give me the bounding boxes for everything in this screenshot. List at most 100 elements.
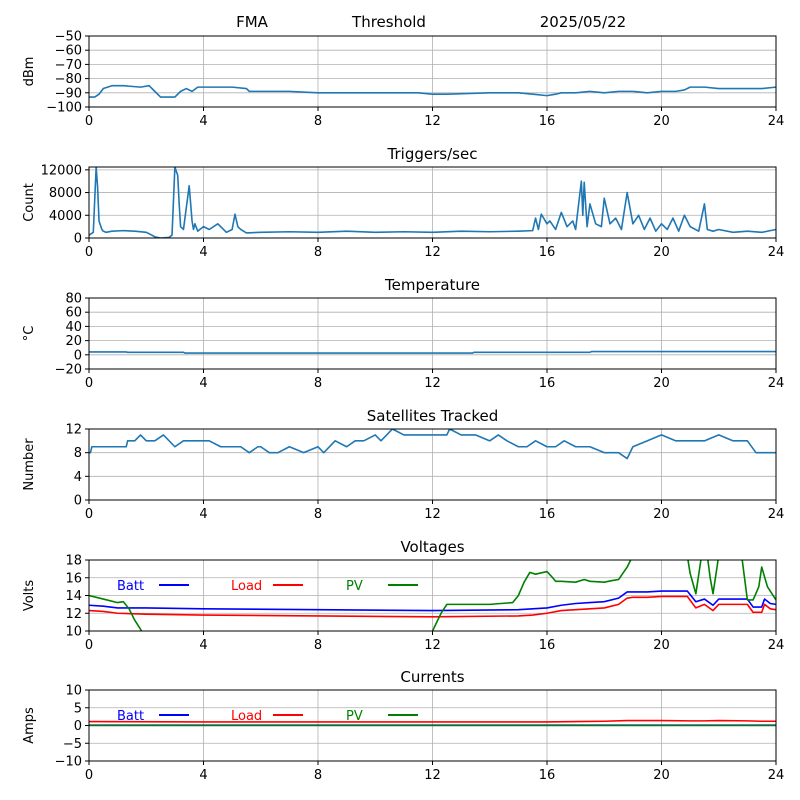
panel-5: 0 4 8 12 16 20 24 10 12 14 16 18 Volts Voltages Batt Lo… — [22, 538, 784, 653]
x-tick-label: 8 — [314, 245, 322, 260]
panel-1: 0 4 8 12 16 20 24 −100−90−80−70−60−50 dBm — [22, 30, 784, 130]
x-tick-label: 24 — [768, 768, 785, 783]
x-tick-label: 8 — [314, 507, 322, 522]
x-tick-label: 8 — [314, 376, 322, 391]
panel-2: 0 4 8 12 16 20 24 0 4000 8000 12000 Count Triggers/s… — [22, 145, 784, 260]
y-tick-label: 4 — [74, 470, 82, 485]
y-tick-label: 40 — [65, 320, 82, 335]
legend-label-pv: PV — [346, 709, 363, 724]
series-line — [89, 350, 776, 354]
y-tick-label: 5 — [74, 701, 82, 716]
legend-label-pv: PV — [346, 579, 363, 594]
y-tick-label: 12 — [65, 607, 82, 622]
grid — [88, 167, 777, 239]
y-tick-label: 18 — [65, 554, 82, 569]
x-tick-label: 16 — [539, 507, 556, 522]
y-axis-label: °C — [22, 326, 37, 342]
header-station: FMA — [236, 13, 269, 31]
x-tick-label: 20 — [653, 507, 670, 522]
y-tick-label: −70 — [55, 58, 82, 73]
x-tick-label: 16 — [539, 114, 556, 129]
y-tick-label: 14 — [65, 589, 82, 604]
x-tick-label: 24 — [768, 638, 785, 653]
x-tick-label: 12 — [424, 507, 441, 522]
y-tick-label: 80 — [65, 292, 82, 307]
x-tick-label: 20 — [653, 114, 670, 129]
y-tick-label: 10 — [65, 684, 82, 699]
x-tick-label: 0 — [85, 114, 93, 129]
x-tick-label: 4 — [199, 114, 207, 129]
y-tick-label: 0 — [74, 494, 82, 509]
series-line — [89, 84, 776, 98]
x-tick-label: 0 — [85, 245, 93, 260]
y-tick-label: 20 — [65, 334, 82, 349]
legend: Batt Load PV — [117, 709, 418, 724]
legend-label-batt: Batt — [117, 579, 144, 594]
y-tick-label: −5 — [63, 737, 82, 752]
y-tick-label: 12000 — [41, 163, 82, 178]
y-tick-label: 60 — [65, 306, 82, 321]
x-tick-label: 12 — [424, 114, 441, 129]
y-tick-label: 0 — [74, 232, 82, 247]
x-tick-label: 0 — [85, 638, 93, 653]
y-tick-label: −50 — [55, 30, 82, 45]
x-tick-label: 4 — [199, 376, 207, 391]
x-tick-label: 12 — [424, 768, 441, 783]
x-tick-label: 16 — [539, 638, 556, 653]
y-tick-label: −20 — [55, 363, 82, 378]
x-tick-label: 20 — [653, 245, 670, 260]
series-line — [89, 429, 776, 460]
header-mode: Threshold — [351, 13, 426, 31]
panel-title: Currents — [400, 668, 464, 686]
x-tick-label: 12 — [424, 638, 441, 653]
panel-4: 0 4 8 12 16 20 24 0 4 8 12 Number Satellites Tracked — [22, 407, 784, 522]
header-date: 2025/05/22 — [540, 13, 626, 31]
panel-title: Voltages — [400, 538, 464, 556]
grid — [88, 297, 777, 370]
x-tick-label: 24 — [768, 507, 785, 522]
series-group — [89, 719, 776, 727]
grid — [88, 35, 777, 108]
y-tick-label: −60 — [55, 44, 82, 59]
legend-label-load: Load — [231, 709, 262, 724]
x-tick-label: 8 — [314, 114, 322, 129]
x-tick-label: 8 — [314, 768, 322, 783]
x-tick-label: 8 — [314, 638, 322, 653]
y-tick-label: −80 — [55, 72, 82, 87]
header: FMA Threshold 2025/05/22 — [236, 13, 626, 31]
x-tick-label: 4 — [199, 768, 207, 783]
y-tick-label: −100 — [46, 101, 82, 116]
x-tick-label: 24 — [768, 114, 785, 129]
panel-6: 0 4 8 12 16 20 24 −10 −5 0 5 10 Amps Currents Batt Load… — [22, 668, 784, 783]
x-tick-label: 4 — [199, 507, 207, 522]
legend: Batt Load PV — [117, 579, 418, 594]
y-axis-label: Count — [22, 183, 37, 222]
y-tick-label: 12 — [65, 423, 82, 438]
panel-title: Temperature — [384, 276, 480, 294]
x-tick-label: 4 — [199, 638, 207, 653]
y-tick-label: 8 — [74, 446, 82, 461]
series-group — [89, 350, 776, 354]
grid — [88, 559, 777, 632]
series-batt-line — [89, 590, 776, 612]
x-tick-label: 0 — [85, 507, 93, 522]
panel-title: Satellites Tracked — [367, 407, 498, 425]
x-tick-label: 16 — [539, 245, 556, 260]
series-load-line — [89, 719, 776, 723]
y-tick-label: 0 — [74, 719, 82, 734]
x-tick-label: 4 — [199, 245, 207, 260]
x-tick-label: 16 — [539, 768, 556, 783]
x-tick-label: 16 — [539, 376, 556, 391]
x-tick-label: 20 — [653, 768, 670, 783]
x-tick-label: 20 — [653, 376, 670, 391]
y-tick-label: −10 — [55, 755, 82, 770]
y-tick-label: 4000 — [49, 209, 82, 224]
panel-title: Triggers/sec — [387, 145, 478, 163]
y-tick-label: 8000 — [49, 186, 82, 201]
legend-label-batt: Batt — [117, 709, 144, 724]
series-group — [89, 429, 776, 460]
y-axis-label: Number — [22, 438, 37, 491]
y-tick-label: 16 — [65, 571, 82, 586]
series-group — [89, 84, 776, 98]
